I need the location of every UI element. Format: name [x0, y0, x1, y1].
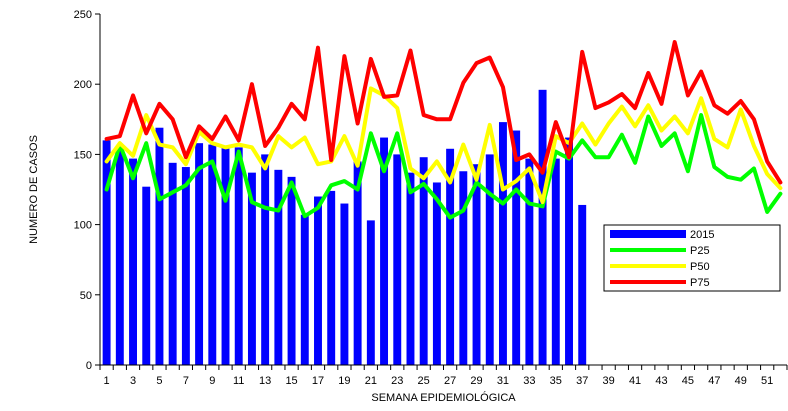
bar-2015-week-10 — [221, 147, 230, 365]
x-axis-title: SEMANA EPIDEMIOLÓGICA — [371, 391, 516, 404]
bar-2015-week-16 — [300, 214, 309, 365]
x-tick-label: 47 — [708, 375, 720, 387]
y-tick-label: 250 — [74, 9, 92, 21]
x-tick-label: 29 — [470, 375, 482, 387]
bar-2015-week-29 — [472, 164, 481, 365]
x-tick-label: 7 — [183, 375, 189, 387]
x-tick-label: 31 — [497, 375, 509, 387]
x-tick-label: 11 — [233, 375, 244, 387]
bar-2015-week-18 — [327, 190, 336, 365]
bar-2015-week-19 — [340, 203, 349, 365]
x-tick-label: 45 — [682, 375, 694, 387]
x-tick-label: 35 — [550, 375, 562, 387]
bar-2015-week-7 — [181, 167, 190, 365]
legend: 2015 P25 P50 P75 — [603, 224, 781, 292]
bar-2015-week-24 — [406, 172, 415, 365]
x-tick-label: 23 — [391, 375, 403, 387]
bar-2015-week-25 — [419, 157, 428, 365]
bar-2015-week-26 — [432, 182, 441, 365]
x-tick-label: 37 — [576, 375, 588, 387]
bar-2015-week-30 — [485, 154, 494, 365]
legend-label-p75: P75 — [690, 277, 710, 289]
x-tick-label: 13 — [259, 375, 271, 387]
bar-2015-week-37 — [578, 204, 587, 365]
bar-2015-week-36 — [565, 137, 573, 365]
line-p75 — [104, 40, 783, 185]
bar-2015-week-6 — [168, 162, 177, 365]
y-tick-label: 150 — [74, 149, 92, 161]
x-tick-label: 9 — [209, 375, 215, 387]
x-tick-label: 1 — [104, 375, 110, 387]
x-tick-label: 43 — [655, 375, 667, 387]
bar-2015-week-17 — [314, 196, 322, 365]
y-tick-label: 50 — [80, 290, 92, 302]
bar-2015-week-3 — [129, 158, 137, 365]
y-tick-label: 200 — [74, 79, 92, 91]
x-tick-label: 19 — [338, 375, 350, 387]
legend-label-p25: P25 — [690, 245, 710, 257]
x-tick-label: 3 — [130, 375, 136, 387]
legend-swatch-2015 — [610, 230, 686, 238]
line-series-group — [104, 40, 783, 220]
bar-2015-week-1 — [102, 140, 111, 365]
x-tick-label: 51 — [761, 375, 773, 387]
bar-2015-week-12 — [247, 172, 256, 365]
bar-2015-week-21 — [366, 220, 375, 365]
x-tick-label: 17 — [312, 375, 324, 387]
bar-2015-week-28 — [459, 171, 468, 365]
bar-series-group — [102, 89, 587, 365]
y-axis-title: NUMERO DE CASOS — [28, 135, 40, 244]
x-tick-label: 33 — [523, 375, 535, 387]
bar-2015-week-27 — [446, 148, 455, 365]
bar-2015-week-8 — [195, 143, 204, 365]
x-tick-label: 21 — [365, 375, 377, 387]
bar-2015-week-14 — [274, 169, 283, 365]
bar-2015-week-22 — [380, 137, 389, 365]
line-p50 — [104, 86, 783, 205]
bar-2015-week-2 — [115, 147, 124, 365]
bar-2015-week-9 — [208, 144, 217, 365]
y-tick-label: 0 — [86, 360, 92, 372]
x-tick-label: 39 — [603, 375, 615, 387]
x-tick-label: 5 — [156, 375, 162, 387]
bar-2015-week-32 — [512, 130, 521, 365]
bar-2015-week-5 — [155, 127, 164, 365]
x-tick-label: 27 — [444, 375, 456, 387]
x-tick-label: 15 — [285, 375, 297, 387]
bar-2015-week-20 — [353, 161, 362, 365]
bar-2015-week-31 — [498, 122, 507, 365]
legend-label-p50: P50 — [690, 261, 710, 273]
y-tick-label: 100 — [74, 220, 92, 232]
bar-2015-week-11 — [234, 147, 243, 365]
bar-2015-week-34 — [538, 89, 547, 365]
bar-2015-week-4 — [142, 186, 151, 365]
bar-2015-week-15 — [287, 176, 296, 365]
x-tick-label: 41 — [629, 375, 641, 387]
bar-2015-week-35 — [551, 158, 560, 365]
x-tick-label: 25 — [418, 375, 430, 387]
bar-2015-week-23 — [393, 154, 402, 365]
legend-label-2015: 2015 — [690, 229, 714, 241]
bar-2015-week-13 — [261, 154, 270, 365]
bar-2015-week-33 — [525, 158, 534, 365]
line-p25 — [104, 113, 783, 220]
x-tick-label: 49 — [735, 375, 747, 387]
